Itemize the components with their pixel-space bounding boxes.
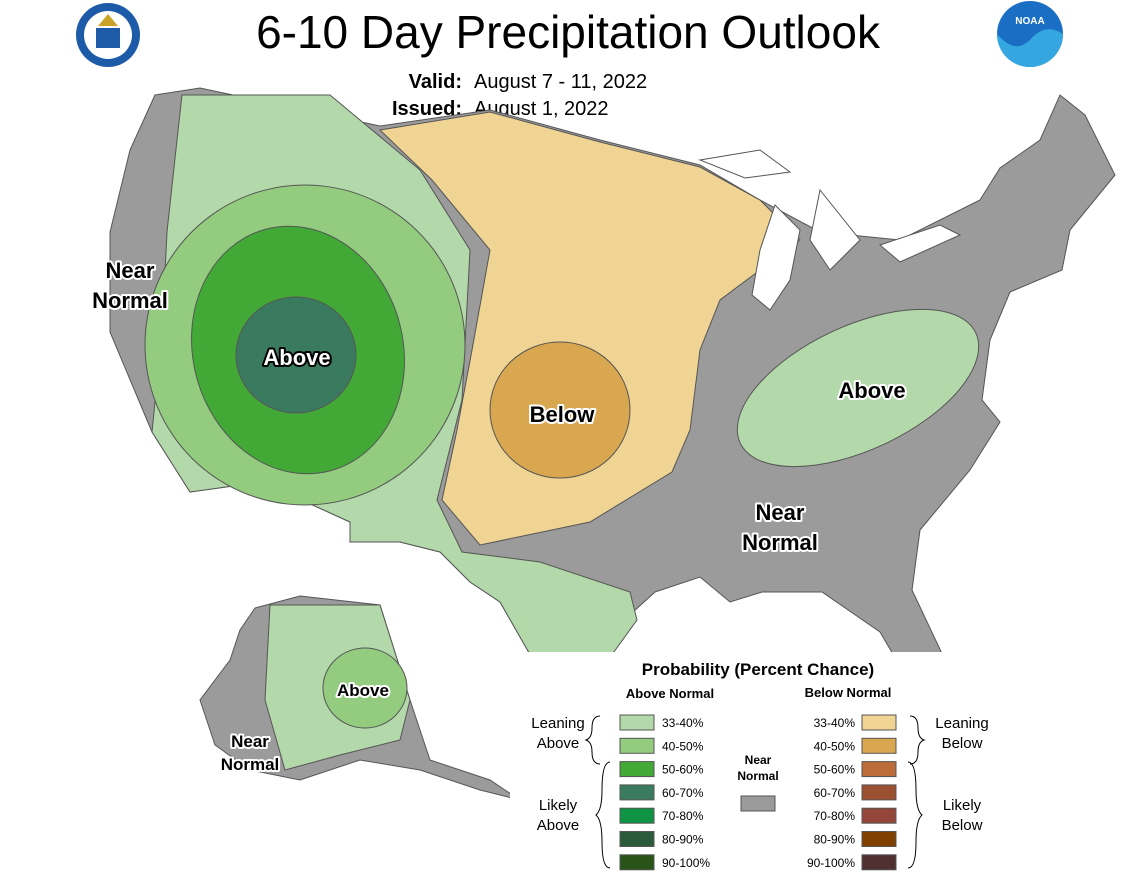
- legend-swatch: [619, 761, 655, 778]
- legend-header: Below Normal: [805, 685, 892, 700]
- legend-swatch: [861, 784, 897, 801]
- region-label: Near Normal: [221, 732, 280, 774]
- legend-title: Probability (Percent Chance): [642, 660, 874, 679]
- legend-header: Above Normal: [626, 686, 714, 701]
- conus-map: [109, 87, 1116, 703]
- region-label: Above: [263, 345, 330, 370]
- region-label: Above: [838, 378, 905, 403]
- brace: [584, 715, 926, 869]
- legend-swatch: [619, 854, 655, 871]
- noaa-logo: NOAA: [997, 1, 1063, 67]
- region-label: Below: [530, 402, 596, 427]
- legend-swatch: [619, 831, 655, 847]
- region-label: Above: [337, 681, 389, 700]
- legend-label: 70-80%: [662, 809, 704, 823]
- group-label: Likely Below: [942, 797, 983, 834]
- legend-swatch: [861, 807, 897, 824]
- legend-swatch: [619, 714, 655, 731]
- legend-swatch: [861, 761, 897, 778]
- legend-swatch: [861, 714, 897, 731]
- legend-label: 33-40%: [814, 716, 856, 730]
- valid-date: August 7 - 11, 2022: [474, 71, 647, 93]
- group-label: Leaning Below: [935, 715, 988, 752]
- legend-box: [510, 652, 1010, 874]
- legend-label: 90-100%: [807, 856, 855, 870]
- legend-label: 70-80%: [814, 809, 856, 823]
- legend-label: 33-40%: [662, 716, 704, 730]
- alaska-map: [199, 595, 521, 801]
- legend-label: 50-60%: [662, 763, 704, 777]
- legend-swatch: [861, 737, 897, 754]
- legend-label: 40-50%: [662, 739, 704, 753]
- region-label: Near Normal: [92, 258, 168, 313]
- legend-swatch: [619, 784, 655, 801]
- group-label: Likely Above: [537, 797, 580, 834]
- legend-label: 50-60%: [814, 763, 856, 777]
- valid-label: Valid:: [409, 71, 462, 93]
- title: 6-10 Day Precipitation Outlook: [256, 6, 881, 58]
- legend-label: 90-100%: [662, 856, 710, 870]
- noaa-text: NOAA: [1015, 16, 1044, 27]
- legend-swatch: [619, 737, 655, 754]
- legend-swatch: [619, 807, 655, 824]
- legend-label: 60-70%: [662, 786, 704, 800]
- legend-label: 80-90%: [814, 833, 856, 847]
- legend-swatch: [861, 854, 897, 871]
- issued-label: Issued:: [392, 98, 462, 120]
- legend-label: 80-90%: [662, 833, 704, 847]
- legend: Probability (Percent Chance) Above Norma…: [510, 652, 1010, 874]
- legend-swatch: [861, 831, 897, 847]
- legend-swatch: [740, 795, 776, 812]
- region-label: Near Normal: [742, 500, 818, 555]
- legend-label: 60-70%: [814, 786, 856, 800]
- commerce-seal: [76, 3, 140, 67]
- legend-label: 40-50%: [814, 739, 856, 753]
- near-label: Near Normal: [737, 753, 778, 783]
- group-label: Leaning Above: [531, 715, 584, 752]
